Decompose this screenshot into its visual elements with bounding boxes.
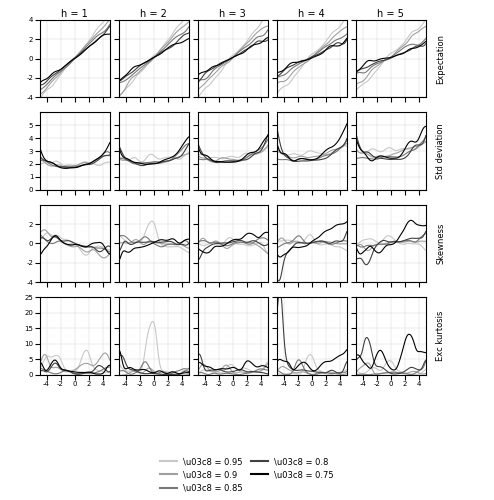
Text: Skewness: Skewness [436,223,446,264]
Legend: \u03c8 = 0.95, \u03c8 = 0.9, \u03c8 = 0.85, \u03c8 = 0.8, \u03c8 = 0.75: \u03c8 = 0.95, \u03c8 = 0.9, \u03c8 = 0.… [157,454,337,496]
Title: h = 4: h = 4 [298,9,325,19]
Text: Exc kurtosis: Exc kurtosis [436,311,446,361]
Text: Expectation: Expectation [436,34,446,84]
Title: h = 3: h = 3 [219,9,246,19]
Title: h = 5: h = 5 [377,9,404,19]
Title: h = 2: h = 2 [140,9,167,19]
Text: Std deviation: Std deviation [436,123,446,179]
Title: h = 1: h = 1 [61,9,88,19]
